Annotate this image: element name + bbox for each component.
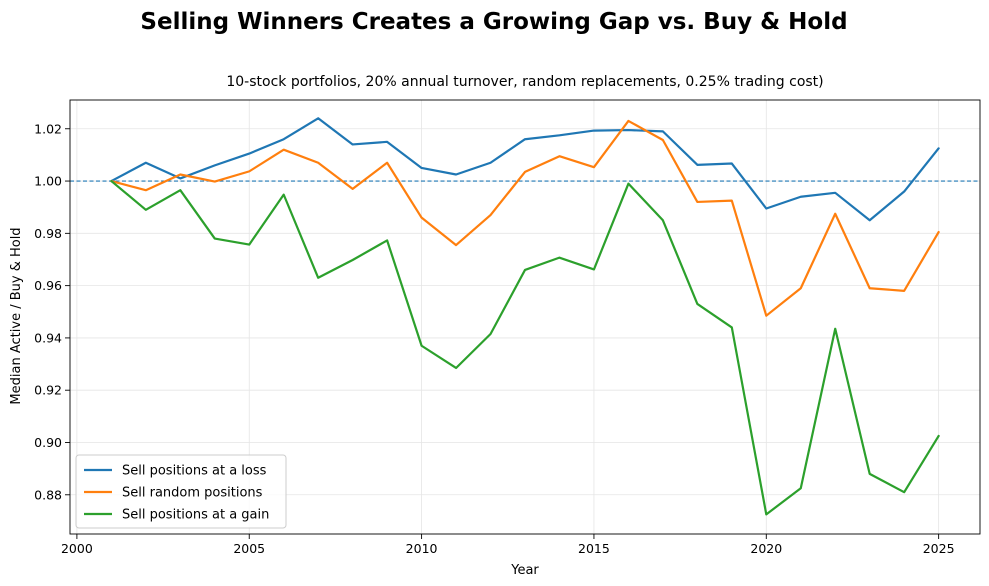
chart-title: Selling Winners Creates a Growing Gap vs… xyxy=(140,9,847,35)
y-tick-label-3: 0.94 xyxy=(34,330,62,345)
x-tick-label-2005: 2005 xyxy=(233,541,265,556)
x-axis-ticks: 2000 2005 2010 2015 2020 2025 xyxy=(61,534,955,556)
x-tick-label-2010: 2010 xyxy=(406,541,438,556)
legend-label-3: Sell positions at a gain xyxy=(122,508,269,523)
legend-label-2: Sell random positions xyxy=(122,486,263,501)
y-tick-label-5: 0.98 xyxy=(34,226,62,241)
x-tick-label-2025: 2025 xyxy=(923,541,955,556)
legend: Sell positions at a loss Sell random posi… xyxy=(75,454,287,529)
y-axis-ticks: 0.88 0.90 0.92 0.94 0.96 0.98 1.00 1.02 xyxy=(34,121,70,502)
y-tick-label-2: 0.92 xyxy=(34,383,62,398)
x-tick-label-2015: 2015 xyxy=(578,541,610,556)
legend-box xyxy=(75,454,287,529)
x-tick-label-2020: 2020 xyxy=(750,541,782,556)
y-tick-label-1: 0.90 xyxy=(34,435,62,450)
series-line-1 xyxy=(110,117,940,222)
series-line-2 xyxy=(110,119,940,317)
y-tick-label-4: 0.96 xyxy=(34,278,62,293)
x-tick-label-2000: 2000 xyxy=(61,541,93,556)
y-tick-label-7: 1.02 xyxy=(34,121,62,136)
plot-area-frame xyxy=(69,99,981,535)
x-axis-label: Year xyxy=(510,563,539,578)
y-tick-label-6: 1.00 xyxy=(34,174,62,189)
y-axis-label: Median Active / Buy & Hold xyxy=(9,227,24,404)
chart-subtitle: 10-stock portfolios, 20% annual turnover… xyxy=(226,74,823,90)
y-tick-label-0: 0.88 xyxy=(34,487,62,502)
series-line-3 xyxy=(110,179,940,516)
series-lines xyxy=(110,117,940,516)
legend-label-1: Sell positions at a loss xyxy=(122,464,267,479)
